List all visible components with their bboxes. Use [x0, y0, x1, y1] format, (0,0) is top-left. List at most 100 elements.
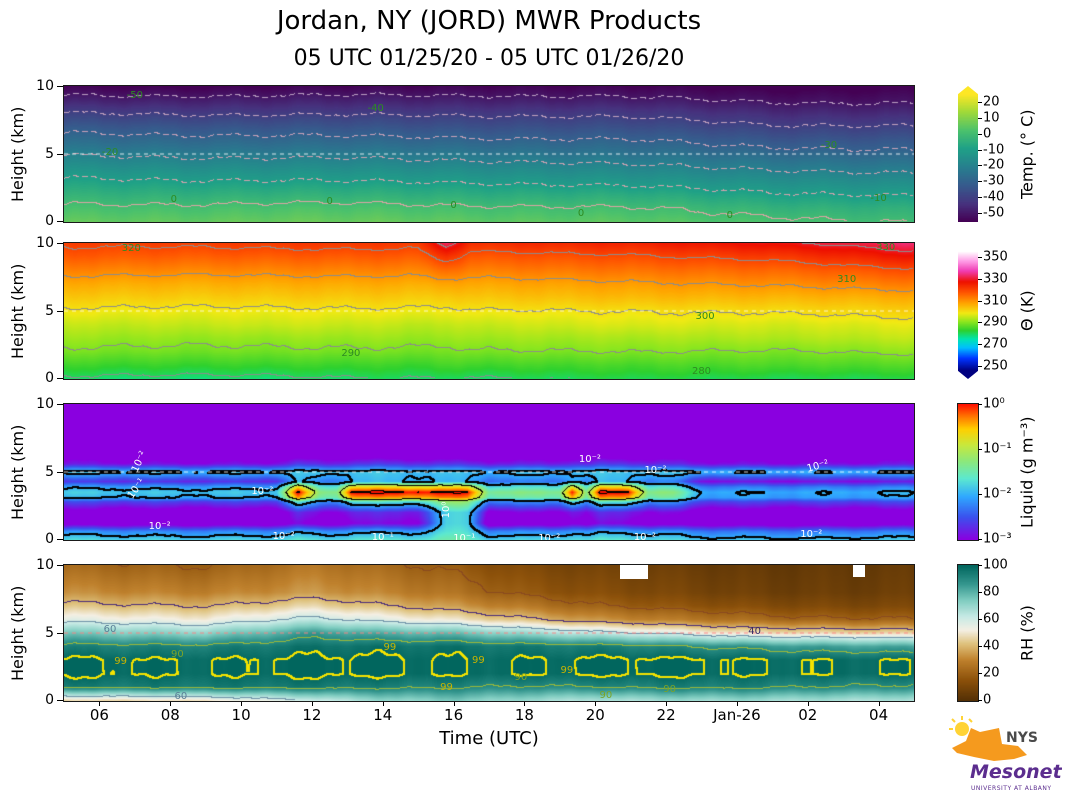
- logo-name-text: Mesonet: [970, 761, 1062, 783]
- contour-label: 60: [174, 690, 188, 702]
- theta-colorbar-label: Θ (K): [1017, 290, 1037, 332]
- y-tick-mark: [57, 404, 63, 405]
- contour-label: 0: [170, 194, 177, 206]
- y-tick-label: 10: [36, 235, 54, 251]
- rh-heatmap-canvas: [64, 565, 914, 701]
- y-axis-label-rh: Height (km): [8, 585, 27, 681]
- colorbar-tick-label: 40: [983, 638, 1000, 654]
- colorbar-tick-label: -40: [983, 189, 1005, 205]
- contour-label: 300: [695, 311, 715, 323]
- colorbar-tick-label: 310: [983, 293, 1008, 309]
- contour-label: 40: [748, 626, 761, 638]
- x-tick-mark: [311, 702, 313, 706]
- colorbar-tick-mark: [978, 149, 982, 151]
- colorbar-tick-mark: [978, 300, 982, 302]
- y-tick-mark: [57, 539, 63, 540]
- ny-state-shape-icon: [952, 728, 1027, 761]
- rh-colorbar: [957, 564, 979, 702]
- colorbar-tick-label: 290: [983, 314, 1008, 330]
- contour-label: 310: [837, 273, 857, 285]
- colorbar-tick-mark: [978, 213, 982, 215]
- x-tick-label: 02: [798, 706, 818, 724]
- contour-label: -30: [820, 139, 838, 151]
- page-subtitle: 05 UTC 01/25/20 - 05 UTC 01/26/20: [293, 46, 685, 71]
- missing-data-patch: [852, 565, 866, 577]
- y-tick-label: 5: [45, 145, 54, 162]
- contour-label: -10: [870, 192, 887, 204]
- nys-mesonet-logo-svg: NYS Mesonet UNIVERSITY AT ALBANY: [949, 716, 1063, 792]
- contour-label: -50: [126, 89, 143, 101]
- colorbar-tick-mark: [978, 344, 982, 346]
- y-tick-mark: [57, 310, 63, 312]
- y-tick-label: 0: [45, 692, 54, 708]
- y-axis-label-liquid: Height (km): [8, 424, 27, 520]
- x-tick-mark: [524, 702, 526, 706]
- contour-label: 10⁻²: [800, 529, 823, 541]
- colorbar-tick-label: 100: [983, 557, 1008, 573]
- y-axis-label-theta: Height (km): [8, 263, 27, 359]
- contour-label: 290: [341, 347, 361, 359]
- x-tick-mark: [382, 702, 384, 706]
- colorbar-tick-mark: [978, 565, 982, 566]
- contour-label: 99: [472, 654, 485, 666]
- colorbar-tick-label: 10⁻³: [983, 531, 1012, 547]
- x-tick-mark: [666, 702, 668, 706]
- contour-label: 10⁻¹: [453, 532, 476, 541]
- x-tick-mark: [878, 702, 880, 706]
- y-tick-mark: [57, 632, 63, 634]
- contour-label: 10⁻²: [538, 532, 561, 541]
- temperature-heatmap-canvas: [64, 86, 914, 222]
- y-tick-mark: [57, 700, 63, 701]
- contour-label: -20: [101, 146, 119, 158]
- colorbar-tick-mark: [978, 619, 982, 620]
- temperature-panel: -50 -40 -30 -20 0 0 0 0 0 -10: [63, 85, 915, 223]
- x-axis-label: Time (UTC): [439, 728, 539, 749]
- y-tick-mark: [57, 565, 63, 566]
- x-tick-label: 12: [302, 706, 322, 724]
- colorbar-tick-mark: [978, 197, 982, 199]
- y-tick-mark: [57, 243, 63, 244]
- x-tick-mark: [99, 702, 101, 706]
- theta-panel: 320 330 310 300 290 280: [63, 242, 915, 380]
- colorbar-tick-mark: [978, 592, 982, 593]
- contour-label: 90: [514, 671, 528, 683]
- x-tick-label: 14: [373, 706, 393, 724]
- x-tick-mark: [453, 702, 455, 706]
- colorbar-tick-mark: [978, 322, 982, 324]
- colorbar-tick-label: 10⁻²: [983, 486, 1012, 502]
- x-tick-label: 08: [160, 706, 180, 724]
- contour-label: 10⁻²: [251, 486, 274, 498]
- colorbar-tick-label: 20: [983, 665, 1000, 681]
- contour-label: 10⁻¹: [371, 531, 394, 541]
- y-tick-label: 10: [36, 78, 54, 94]
- x-tick-label: 06: [89, 706, 109, 724]
- y-tick-mark: [57, 378, 63, 379]
- contour-label: 10⁻²: [633, 531, 656, 541]
- y-tick-label: 5: [45, 302, 54, 319]
- temperature-colorbar: [958, 86, 978, 222]
- logo-affiliation-text: UNIVERSITY AT ALBANY: [971, 785, 1052, 792]
- liquid-heatmap-canvas: [64, 404, 914, 540]
- y-tick-label: 5: [45, 463, 54, 480]
- y-tick-mark: [57, 471, 63, 473]
- x-tick-mark: [170, 702, 172, 706]
- y-tick-label: 0: [45, 213, 54, 229]
- x-tick-label: 04: [869, 706, 889, 724]
- x-tick-label: 20: [585, 706, 605, 724]
- x-tick-label: Jan-26: [713, 706, 761, 724]
- colorbar-tick-mark: [978, 494, 982, 495]
- colorbar-tick-label: 330: [983, 271, 1008, 287]
- x-tick-mark: [241, 702, 243, 706]
- liquid-colorbar-label: Liquid (g m⁻³): [1017, 416, 1037, 528]
- contour-label: 60: [103, 624, 117, 636]
- colorbar-tick-label: -30: [983, 173, 1005, 189]
- contour-label: 0: [577, 207, 585, 219]
- colorbar-tick-label: -10: [983, 142, 1005, 158]
- colorbar-tick-mark: [978, 133, 982, 135]
- y-tick-label: 0: [45, 531, 54, 547]
- colorbar-tick-mark: [978, 165, 982, 167]
- contour-label: 90: [599, 690, 613, 702]
- contour-label: 330: [876, 242, 896, 254]
- colorbar-tick-label: 0: [983, 126, 992, 142]
- x-tick-mark: [736, 702, 738, 706]
